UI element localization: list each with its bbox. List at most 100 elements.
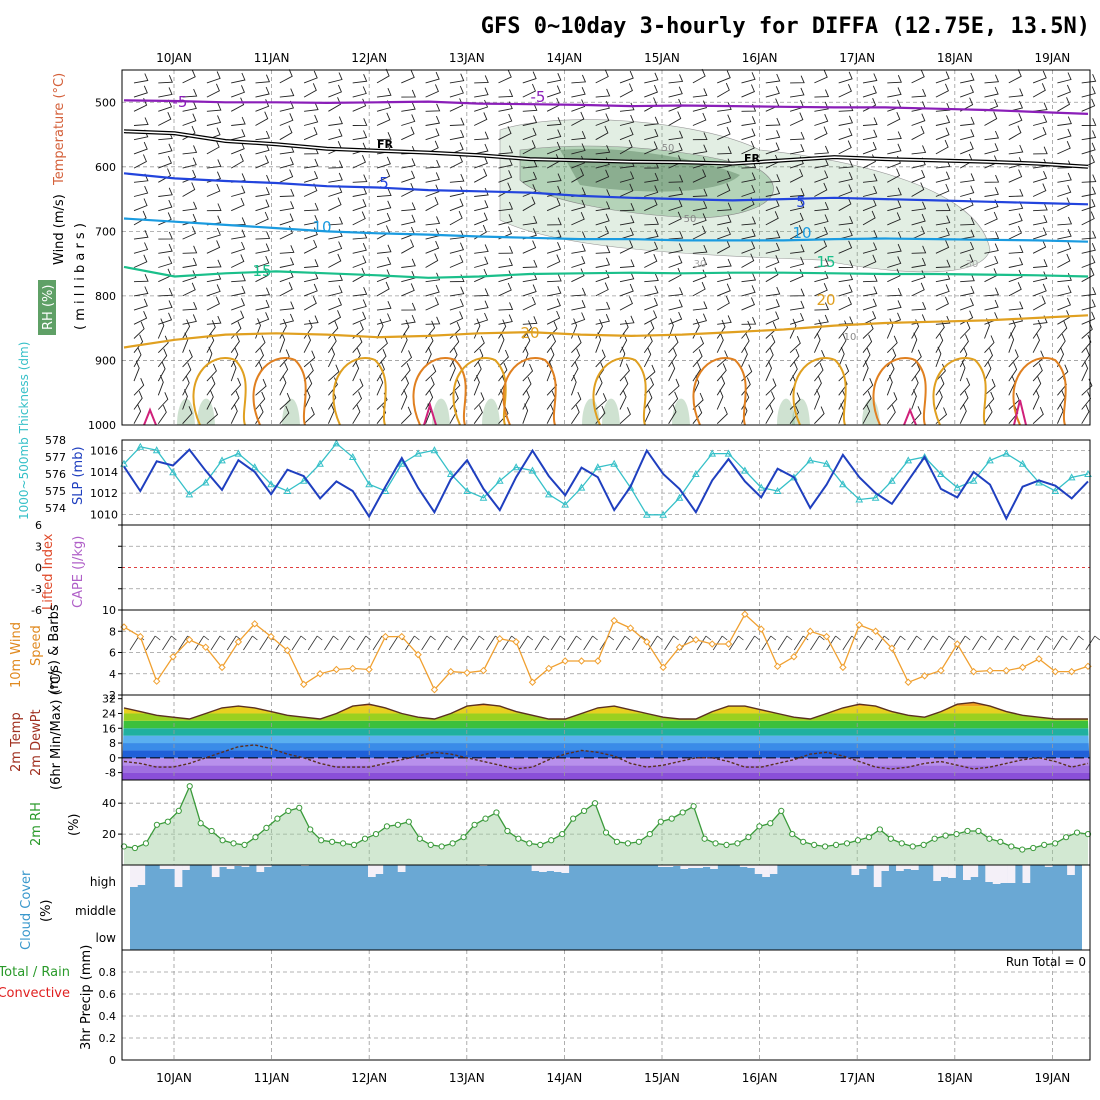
wind-barb bbox=[1057, 116, 1072, 126]
wind-barb bbox=[1057, 285, 1072, 297]
wind-barb bbox=[595, 314, 610, 325]
wind-barb bbox=[911, 226, 925, 240]
wind-barb bbox=[668, 130, 684, 141]
rh-marker bbox=[800, 838, 807, 845]
wind-barb bbox=[352, 211, 366, 226]
wind10-label-a: 10m Wind bbox=[9, 622, 24, 688]
rh-marker bbox=[241, 841, 248, 849]
rh-marker bbox=[416, 835, 423, 842]
slp-tick-label: 1016 bbox=[90, 445, 118, 458]
wind-barb bbox=[206, 376, 216, 396]
contour-label: 5 bbox=[379, 174, 389, 192]
wind-barb bbox=[619, 70, 634, 84]
wind-barb bbox=[595, 375, 603, 396]
rh-marker bbox=[821, 843, 829, 850]
wind-barb bbox=[158, 87, 173, 98]
wind-barb bbox=[400, 376, 410, 396]
wind-barb bbox=[352, 299, 367, 311]
wind-barb bbox=[449, 73, 465, 84]
wind-barb bbox=[838, 140, 852, 155]
wind-barb bbox=[814, 283, 828, 297]
wind-barb bbox=[206, 83, 220, 98]
wind-barb bbox=[692, 169, 707, 183]
wind-barb bbox=[231, 85, 246, 98]
wind-barb bbox=[1081, 86, 1096, 98]
wind-barb bbox=[303, 389, 311, 410]
isotherm-5 bbox=[123, 172, 1089, 206]
temp-label-c: (6hr Min/Max) (°C) bbox=[49, 670, 64, 790]
wind-speed-marker bbox=[986, 666, 994, 675]
wind-barb bbox=[352, 86, 367, 98]
wind-barb bbox=[255, 287, 271, 297]
wind-barb bbox=[255, 211, 269, 226]
wind-barb bbox=[206, 284, 221, 297]
clear-sky-bar bbox=[940, 865, 949, 877]
wind-barb bbox=[838, 333, 847, 353]
wind-barbs bbox=[133, 68, 1097, 425]
rh-marker bbox=[471, 821, 478, 828]
wind-barb bbox=[400, 363, 411, 382]
wind-barb bbox=[838, 346, 845, 368]
wind-barb bbox=[376, 156, 391, 169]
y-tick-label: 4 bbox=[109, 668, 116, 681]
warm-contour bbox=[332, 357, 387, 426]
wind-barb bbox=[498, 170, 513, 183]
surface-barb bbox=[761, 635, 777, 651]
wind-barb bbox=[887, 212, 901, 226]
wind-barb bbox=[449, 311, 464, 325]
wind-barb bbox=[789, 112, 804, 126]
slp-thickness-panel: 1010 1012 1014 1016 574 575 576 577 578 bbox=[45, 434, 1092, 526]
wind-speed-marker bbox=[152, 677, 161, 685]
wind-barb bbox=[328, 285, 343, 297]
wind-barb bbox=[158, 243, 173, 254]
thickness-marker bbox=[397, 459, 406, 467]
wind-barb bbox=[1008, 301, 1024, 311]
wind-barb bbox=[935, 376, 945, 396]
wind-barb bbox=[1057, 241, 1072, 254]
wind-barb bbox=[255, 255, 270, 268]
wind-barb bbox=[230, 390, 240, 410]
wind-barb bbox=[619, 389, 627, 410]
wind-barb bbox=[546, 298, 561, 311]
wind-barb bbox=[692, 281, 706, 297]
rh-low-area bbox=[777, 398, 795, 425]
wind-speed-marker bbox=[822, 632, 831, 641]
wind-barb bbox=[352, 130, 368, 141]
wind-barb bbox=[741, 172, 756, 183]
wind-barb bbox=[474, 187, 489, 197]
clear-sky-bar bbox=[174, 865, 183, 887]
wind-barb bbox=[1056, 347, 1064, 368]
wind-barb bbox=[1008, 313, 1024, 325]
wind-barb bbox=[862, 274, 878, 283]
warm-contour bbox=[792, 357, 847, 426]
contour-label: 10 bbox=[844, 332, 857, 343]
wind-barb bbox=[1057, 320, 1068, 339]
wind-barb bbox=[789, 168, 804, 183]
wind-barb bbox=[765, 86, 780, 98]
wind-barb bbox=[206, 315, 222, 325]
slp-label: SLP (mb) bbox=[71, 446, 86, 505]
wind-barb bbox=[401, 158, 416, 169]
wind-speed-marker bbox=[234, 638, 243, 646]
clear-sky-bar bbox=[256, 865, 265, 872]
rh-marker bbox=[646, 830, 653, 838]
wind-barb bbox=[862, 185, 878, 197]
y-tick-label: 24 bbox=[102, 707, 116, 720]
wind-barb bbox=[814, 226, 828, 240]
wind-barb bbox=[182, 349, 193, 368]
wind-barb bbox=[328, 297, 342, 311]
cloud-level-label: high bbox=[90, 875, 116, 889]
wind-barb bbox=[595, 145, 611, 155]
wind-barb bbox=[498, 258, 513, 268]
date-label-top: 11JAN bbox=[254, 51, 290, 65]
wind-barb bbox=[158, 288, 173, 297]
y-tick-label: 0 bbox=[35, 562, 42, 575]
thickness-marker bbox=[888, 476, 896, 484]
wind-barb bbox=[206, 296, 220, 311]
wind-barb bbox=[279, 332, 286, 353]
wind-barb bbox=[1081, 211, 1095, 226]
wind-barb bbox=[741, 116, 756, 126]
wind-barb bbox=[449, 198, 464, 212]
rh-marker bbox=[789, 830, 796, 838]
wind-speed-marker bbox=[512, 638, 520, 646]
